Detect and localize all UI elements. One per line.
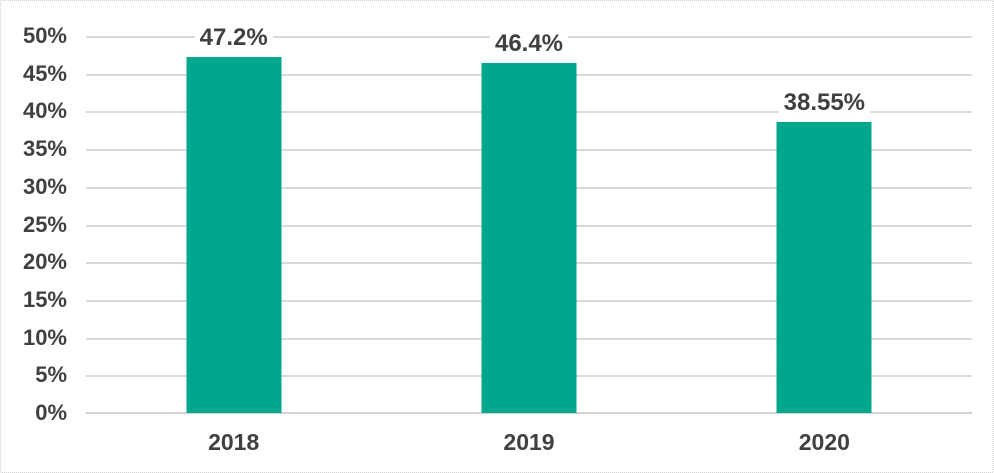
x-axis-line [86, 412, 972, 414]
y-tick-label: 20% [22, 249, 67, 275]
x-tick-label: 2020 [798, 429, 850, 455]
bar-data-label: 47.2% [194, 24, 273, 52]
bar-data-label: 46.4% [489, 30, 569, 58]
bar-2018 [186, 57, 282, 413]
y-tick-label: 45% [22, 60, 67, 86]
y-tick-label: 35% [22, 136, 67, 162]
y-tick-label: 25% [22, 211, 67, 237]
bar-2019 [481, 63, 577, 413]
x-tick-label: 2018 [208, 429, 260, 455]
y-tick-label: 30% [22, 173, 67, 199]
y-tick-label: 10% [22, 324, 67, 350]
x-tick-label: 2019 [503, 429, 555, 455]
plot-area: 47.2% 46.4% 38.55% [86, 24, 972, 414]
y-tick-label: 50% [22, 23, 67, 48]
y-tick-label: 15% [22, 286, 67, 312]
y-tick-label: 5% [35, 362, 67, 388]
y-axis: 0% 5% 10% 15% 20% 25% 30% 35% 40% 45% 50% [1, 25, 67, 424]
y-tick-label: 0% [35, 400, 67, 425]
y-tick-label: 40% [22, 98, 67, 124]
x-axis: 2018 2019 2020 [86, 413, 972, 463]
bar-2020 [776, 122, 872, 413]
bar-data-label: 38.55% [778, 89, 871, 117]
